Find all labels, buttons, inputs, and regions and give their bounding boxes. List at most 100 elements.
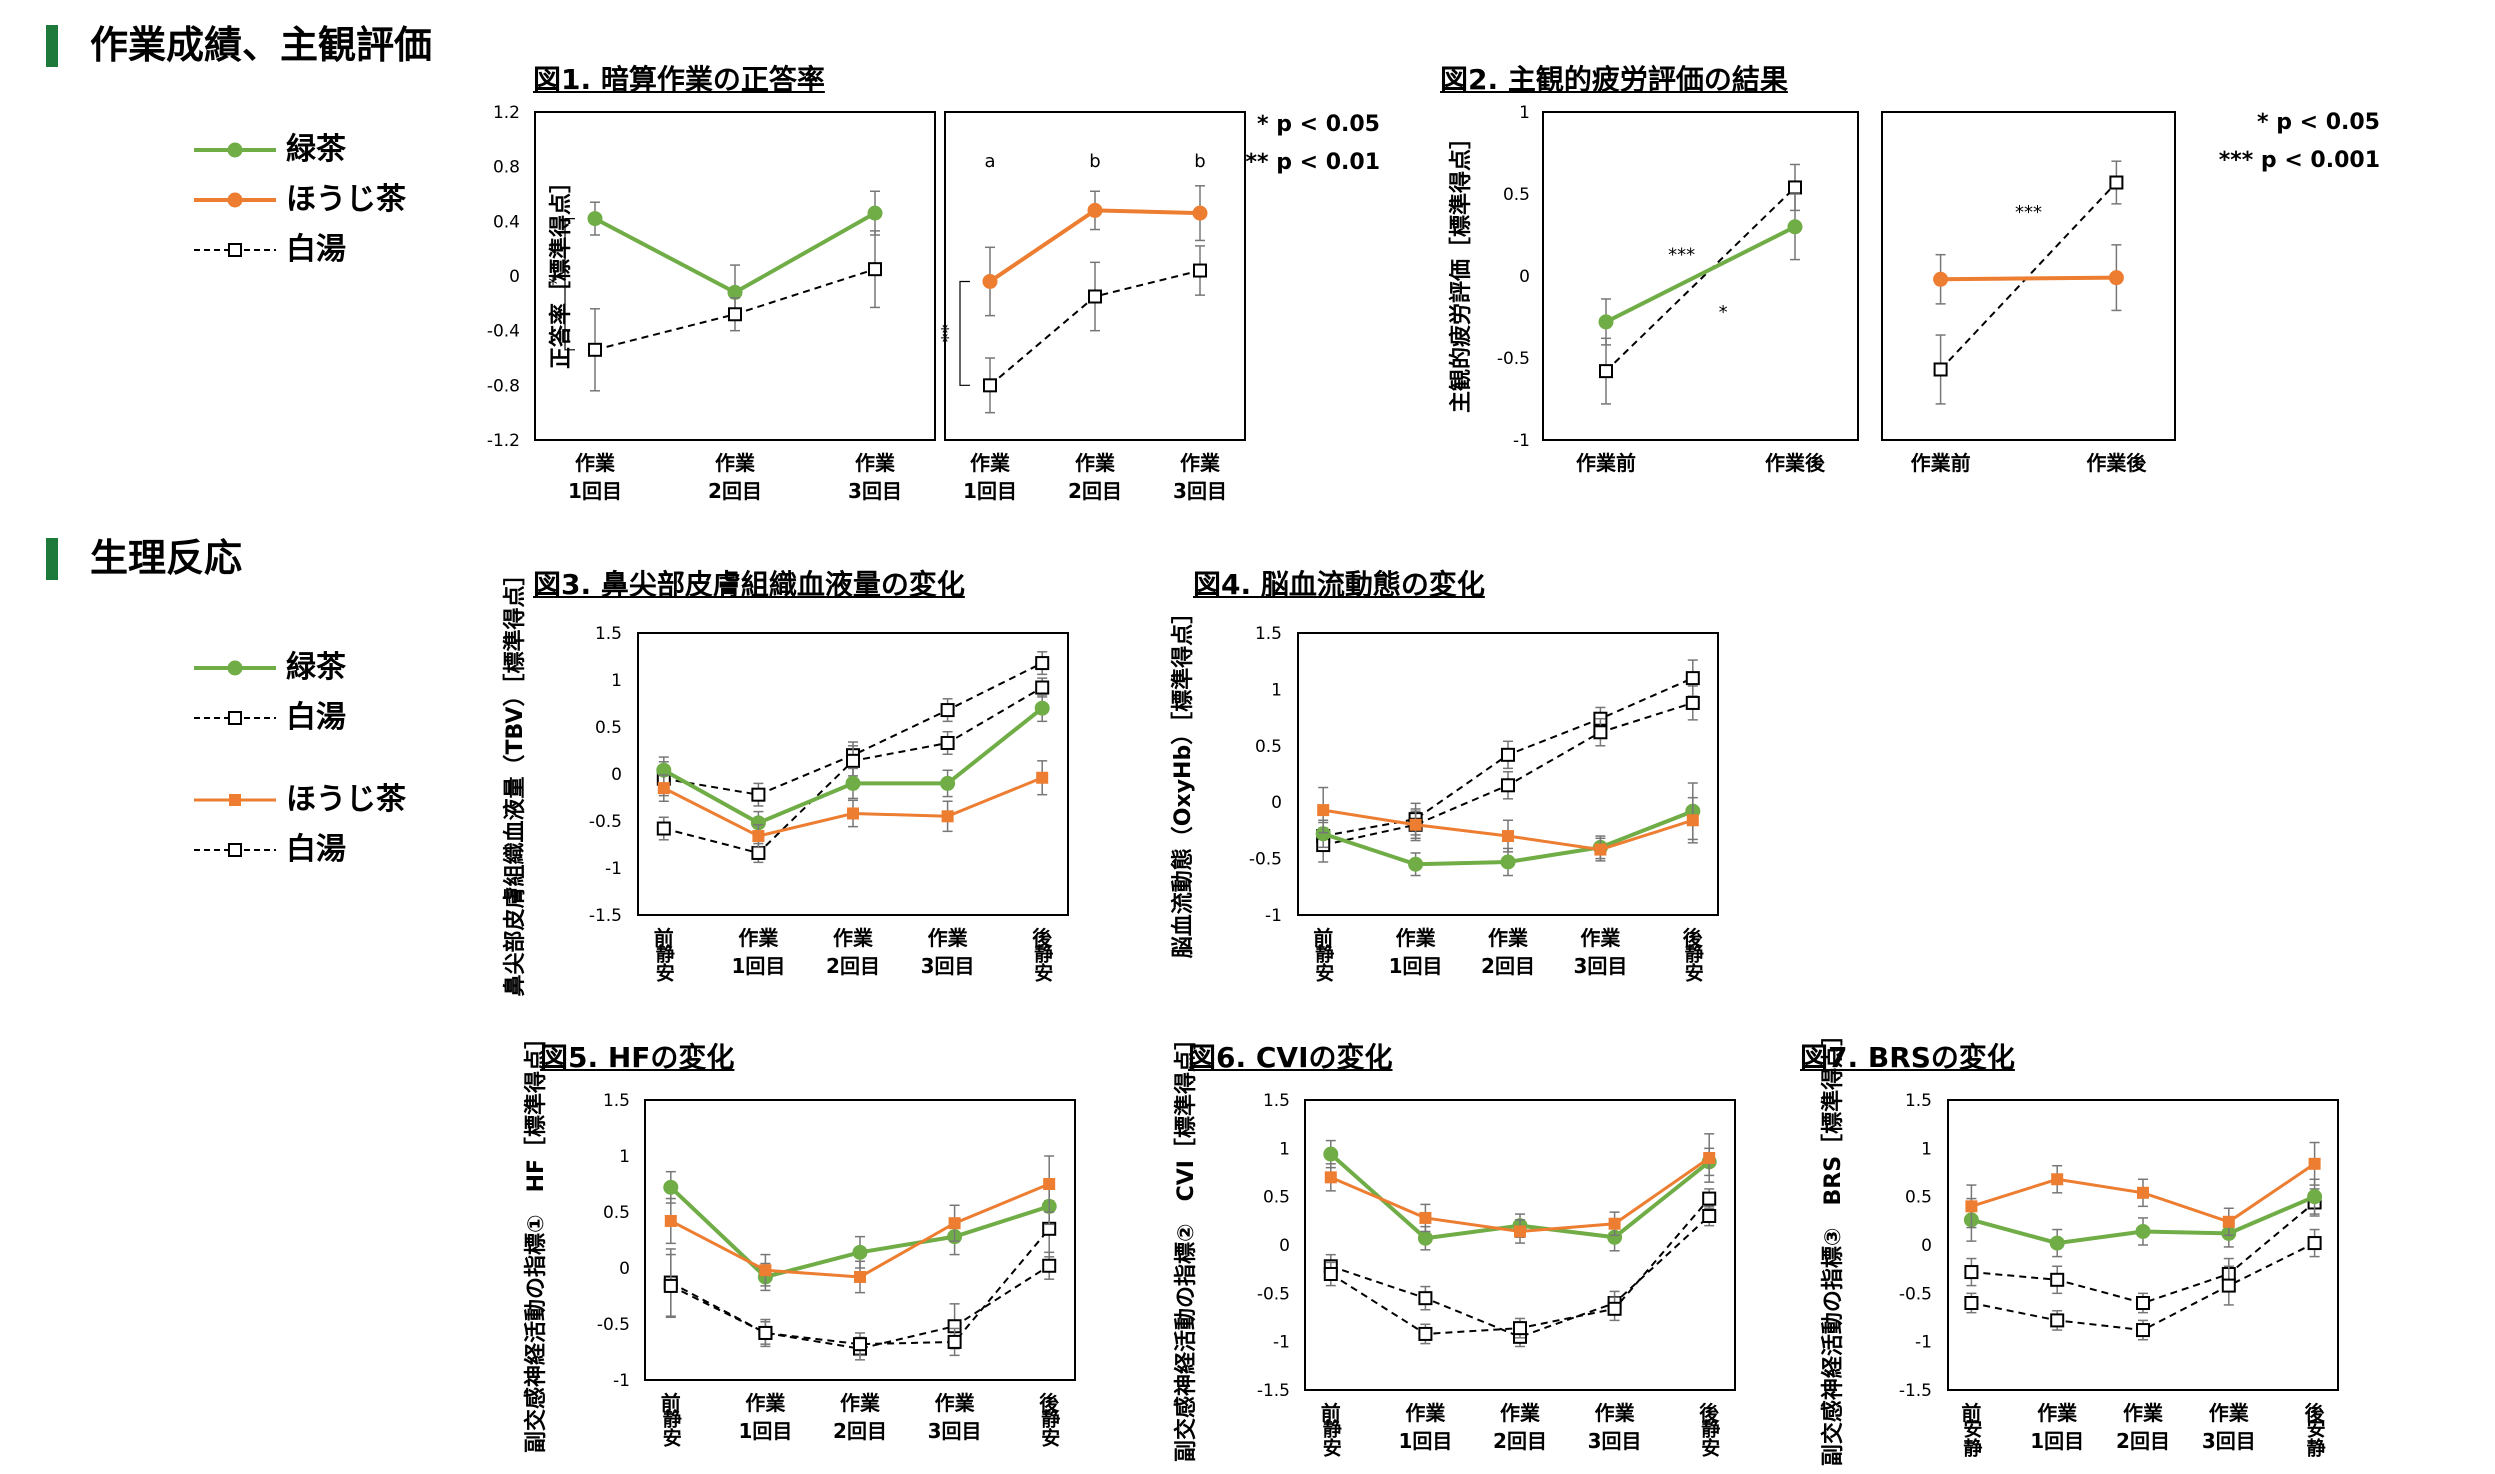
x-tick-label: 2回目 (2116, 1429, 2170, 1453)
fig2-y-axis-label: 主観的疲労評価［標準得点］ (1448, 127, 1474, 413)
series-dash (1964, 1188, 2322, 1314)
data-point (1417, 1230, 1433, 1246)
series-orange-sq (664, 1155, 1056, 1294)
data-point (751, 787, 766, 802)
x-tick-label: 1回目 (1389, 954, 1443, 978)
y-tick-label: 0.5 (1503, 185, 1530, 205)
x-tick-label: 作業 (928, 926, 969, 950)
series-line (1940, 275, 2117, 282)
note-line: ** p < 0.01 (1245, 150, 1380, 175)
series-line (1939, 181, 2118, 371)
series-green (587, 190, 883, 321)
data-point (758, 1325, 773, 1340)
fig2-panel: 作業前 作業後 *** (1881, 111, 2176, 475)
x-tick-label: 作業後 (1765, 451, 1826, 475)
y-tick-label: -1 (1915, 1333, 1932, 1353)
data-point (1323, 1146, 1339, 1162)
data-point (983, 378, 997, 393)
data-point (852, 1244, 868, 1260)
y-tick-label: -1.2 (487, 431, 520, 451)
x-tick-label: 作業 (738, 926, 779, 950)
data-point (1088, 289, 1102, 304)
series-line (1605, 225, 1796, 324)
data-point (2307, 1236, 2322, 1251)
x-tick-label: 作業 (2037, 1401, 2078, 1425)
y-tick-label: 0 (1519, 267, 1530, 287)
annotation: * (1719, 302, 1728, 323)
x-tick-label: 2回目 (1481, 954, 1535, 978)
data-point (1933, 271, 1949, 287)
series-green (656, 694, 1050, 835)
x-tick-label: 作業 (1595, 1401, 1636, 1425)
data-point (1598, 314, 1614, 330)
y-tick-label: 0 (509, 267, 520, 287)
y-tick-label: 0.5 (1905, 1188, 1932, 1208)
x-tick-label: 作業 (2209, 1401, 2250, 1425)
x-tick-label: 後 (1032, 926, 1053, 950)
x-tick-label: 作業 (1396, 926, 1437, 950)
data-point (1193, 263, 1207, 278)
data-point (2108, 270, 2124, 286)
data-point (1787, 219, 1803, 235)
x-tick-label: 2回目 (833, 1419, 887, 1443)
series-dash (588, 230, 882, 392)
data-point (1324, 1171, 1337, 1184)
data-point (1513, 1321, 1527, 1336)
x-tick-label: 作業 (745, 1391, 786, 1415)
data-point (1035, 656, 1050, 671)
x-tick-label: 静安 (1312, 943, 1334, 983)
annotation: ** (938, 324, 959, 342)
data-point (656, 821, 671, 836)
data-point (228, 243, 242, 257)
data-point (2051, 1173, 2064, 1186)
fig7-y-axis-label: 副交感神経活動の指標③ BRS［標準得点］ (1820, 1024, 1846, 1466)
y-tick-label: -0.8 (487, 376, 520, 396)
data-point (1042, 1258, 1057, 1273)
x-tick-label: 作業 (1500, 1401, 1541, 1425)
y-tick-label: 0.5 (1263, 1188, 1290, 1208)
data-point (1933, 362, 1948, 377)
data-point (1419, 1211, 1432, 1224)
data-point (940, 775, 956, 791)
data-point (1087, 202, 1103, 218)
data-point (1317, 804, 1330, 817)
x-tick-label: 作業 (2123, 1401, 2164, 1425)
data-point (587, 211, 603, 227)
legend-swatch (194, 660, 276, 676)
section-marker (46, 25, 58, 67)
y-tick-label: 1.2 (493, 103, 520, 123)
x-tick-label: 静安 (653, 943, 675, 983)
x-tick-label: 作業 (715, 451, 756, 475)
data-point (2109, 175, 2124, 190)
legend-label: ほうじ茶 (286, 182, 406, 217)
section-header-performance: 作業成績、主観評価 (46, 22, 432, 68)
data-point (1965, 1200, 1978, 1213)
y-tick-label: 1 (1921, 1139, 1932, 1159)
y-tick-label: 1.5 (1905, 1091, 1932, 1111)
series-dash (663, 1200, 1057, 1357)
fig1-panel: 1.2 0.8 0.4 0 -0.4 -0.8 -1.2 作業 1回目 作業 2回目 作業 3回目 * (487, 103, 936, 503)
x-tick-label: 前 (1313, 926, 1333, 950)
data-point (1418, 1291, 1433, 1306)
data-point (847, 807, 859, 820)
y-tick-label: -0.5 (597, 1315, 630, 1335)
fig6-chart: 1.5 1 0.5 0 -0.5 -1 -1.5 前静安 作業 1回目 作業 2回目 作業 3回目 後静安 副… (1173, 1028, 1736, 1462)
section-title: 生理反応 (90, 536, 243, 580)
data-point (2136, 1296, 2150, 1310)
series-green (1598, 193, 1803, 346)
data-point (1501, 778, 1515, 793)
legend-label: 緑茶 (286, 650, 346, 685)
legend-swatch (194, 843, 276, 857)
data-point (1788, 180, 1802, 195)
y-tick-label: -1.5 (589, 906, 622, 926)
x-tick-label: 作業 (575, 451, 616, 475)
fig4-panel: 1.5 1 0.5 0 -0.5 -1 前静安 作業 1回目 作業 2回目 作業 3回目 後静安 (1249, 624, 1719, 983)
x-tick-label: 1回目 (568, 479, 622, 503)
series-orange-sq (657, 760, 1049, 849)
annotation: *** (2015, 202, 2042, 223)
x-tick-label: 2回目 (826, 954, 880, 978)
x-tick-label: 3回目 (1573, 954, 1627, 978)
y-tick-label: 0 (1921, 1236, 1932, 1256)
fig7-chart: 1.5 1 0.5 0 -0.5 -1 -1.5 前安静 作業 1回目 作業 2回目 作業 3回目 後安静 副… (1820, 1024, 2339, 1466)
